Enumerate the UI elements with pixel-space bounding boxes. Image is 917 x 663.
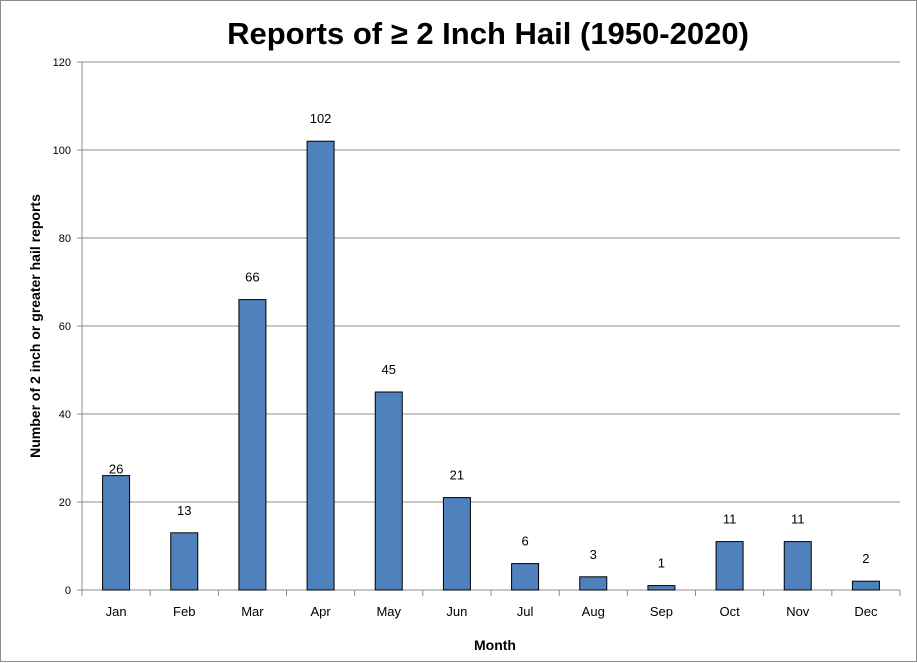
x-tick-label: May [376,604,401,619]
y-tick-label: 20 [59,497,71,509]
bar-apr [306,140,335,591]
y-tick-label: 80 [59,233,71,245]
x-tick-label: Nov [786,604,810,619]
y-tick-label: 60 [59,321,71,333]
y-tick-label: 120 [53,57,71,69]
x-tick-label: Jun [446,604,467,619]
bar-jan [102,475,131,591]
data-label-aug: 3 [590,547,597,562]
data-label-oct: 11 [723,512,737,527]
x-axis-label: Month [474,637,516,653]
bar-dec [851,580,880,591]
data-label-nov: 11 [791,512,805,527]
bar-jun [442,497,471,591]
data-label-may: 45 [382,362,396,377]
bar-oct [715,541,744,591]
data-label-jun: 21 [450,468,464,483]
gridlines [82,61,900,503]
x-tick-label: Jul [517,604,534,619]
data-label-jan: 26 [109,462,123,477]
data-label-jul: 6 [521,534,528,549]
bar-aug [579,576,608,591]
data-label-sep: 1 [658,556,665,571]
bar-jul [511,563,540,591]
data-label-apr: 102 [310,111,332,126]
chart-title: Reports of ≥ 2 Inch Hail (1950-2020) [227,16,749,51]
bar-mar [238,299,267,591]
data-label-mar: 66 [245,270,259,285]
bar-nov [783,541,812,591]
data-label-dec: 2 [862,551,869,566]
y-axis-label: Number of 2 inch or greater hail reports [27,194,43,458]
y-tick-label: 100 [53,145,71,157]
data-label-feb: 13 [177,503,191,518]
axes [77,61,901,596]
x-tick-label: Feb [173,604,195,619]
x-tick-labels: Jan Feb Mar Apr May Jun Jul Aug Sep Oct Nov Dec [106,604,878,619]
bar-sep [647,585,676,591]
x-tick-label: Dec [854,604,878,619]
x-tick-label: Aug [582,604,605,619]
bar-may [374,391,403,591]
y-tick-label: 0 [65,585,71,597]
y-tick-label: 40 [59,409,71,421]
x-tick-label: Oct [719,604,740,619]
x-tick-label: Apr [310,604,331,619]
bars [102,140,880,591]
x-tick-label: Mar [241,604,264,619]
x-tick-label: Sep [650,604,673,619]
bar-feb [170,532,199,591]
y-tick-labels: 0 20 40 60 80 100 120 [53,57,71,597]
x-tick-label: Jan [106,604,127,619]
